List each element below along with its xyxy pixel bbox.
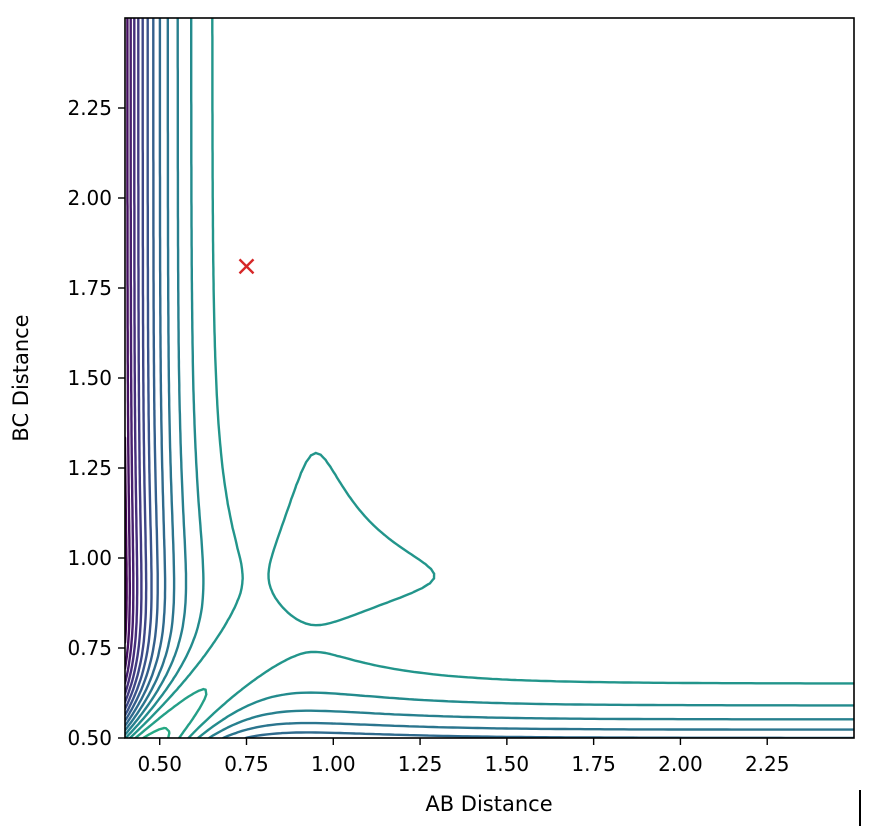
- transition-marker: [238, 258, 255, 275]
- x-tick-label: 2.25: [745, 752, 790, 776]
- plot-frame: [124, 17, 855, 739]
- x-tick-label: 0.75: [224, 752, 269, 776]
- y-tick-label: 1.25: [67, 456, 112, 480]
- divider-line: [859, 790, 861, 826]
- contour-level-11: [125, 18, 854, 738]
- x-tick-label: 0.50: [137, 752, 182, 776]
- y-axis-label: BC Distance: [9, 314, 33, 441]
- y-axis: 0.50 0.75 1.00 1.25 1.50 1.75 2.00 2.25: [67, 96, 125, 750]
- y-tick-label: 1.50: [67, 366, 112, 390]
- x-tick-label: 1.00: [311, 752, 356, 776]
- y-tick-label: 2.00: [67, 186, 112, 210]
- contour-level-14: [134, 687, 208, 738]
- y-tick-label: 1.00: [67, 546, 112, 570]
- contour-level-13: [128, 18, 854, 738]
- contour-lines: [125, 18, 854, 738]
- contour-level-12: [125, 18, 854, 738]
- y-tick-label: 2.25: [67, 96, 112, 120]
- x-tick-label: 2.00: [658, 752, 703, 776]
- marker-layer: [238, 258, 255, 275]
- x-axis: 0.50 0.75 1.00 1.25 1.50 1.75 2.00 2.25: [137, 738, 789, 776]
- x-tick-label: 1.25: [398, 752, 443, 776]
- y-tick-label: 0.50: [67, 726, 112, 750]
- y-tick-label: 1.75: [67, 276, 112, 300]
- x-tick-label: 1.50: [485, 752, 530, 776]
- x-axis-label: AB Distance: [425, 792, 552, 816]
- x-tick-label: 1.75: [571, 752, 616, 776]
- contour-level-9: [125, 18, 854, 738]
- contour-level-6: [125, 18, 148, 711]
- y-tick-label: 0.75: [67, 636, 112, 660]
- marker-stroke: [238, 258, 255, 275]
- contour-level-10: [125, 18, 854, 738]
